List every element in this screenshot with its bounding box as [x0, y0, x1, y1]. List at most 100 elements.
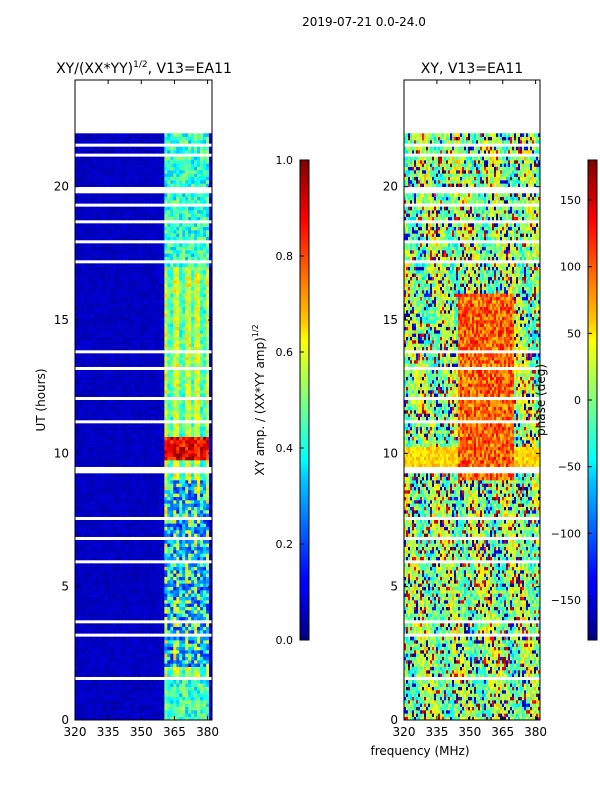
amplitude-cell	[161, 380, 164, 384]
amplitude-cell	[164, 400, 167, 404]
amplitude-cell	[200, 697, 203, 701]
amplitude-cell	[111, 523, 114, 527]
amplitude-cell	[105, 530, 108, 534]
amplitude-cell	[96, 527, 99, 531]
amplitude-cell	[203, 380, 206, 384]
amplitude-cell	[81, 623, 84, 627]
amplitude-cell	[135, 383, 138, 387]
amplitude-cell	[200, 370, 203, 374]
amplitude-cell	[120, 567, 123, 571]
amplitude-cell	[129, 627, 132, 631]
amplitude-cell	[120, 523, 123, 527]
amplitude-cell	[206, 697, 209, 701]
amplitude-cell	[167, 320, 170, 324]
amplitude-cell	[123, 440, 126, 444]
amplitude-cell	[84, 363, 87, 367]
amplitude-cell	[152, 550, 155, 554]
amplitude-cell	[87, 610, 90, 614]
amplitude-cell	[102, 697, 105, 701]
amplitude-cell	[179, 513, 182, 517]
amplitude-cell	[117, 503, 120, 507]
amplitude-cell	[96, 323, 99, 327]
amplitude-cell	[200, 473, 203, 477]
amplitude-cell	[90, 390, 93, 394]
amplitude-cell	[99, 323, 102, 327]
amplitude-cell	[87, 583, 90, 587]
amplitude-cell	[84, 650, 87, 654]
amplitude-cell	[123, 337, 126, 341]
amplitude-cell	[123, 660, 126, 664]
amplitude-cell	[129, 343, 132, 347]
amplitude-cell	[200, 617, 203, 621]
amplitude-cell	[108, 650, 111, 654]
amplitude-cell	[146, 507, 149, 511]
amplitude-cell	[170, 580, 173, 584]
amplitude-cell	[138, 333, 141, 337]
amplitude-cell	[188, 697, 191, 701]
amplitude-cell	[129, 477, 132, 481]
amplitude-cell	[135, 353, 138, 357]
amplitude-cell	[149, 543, 152, 547]
amplitude-cell	[176, 607, 179, 611]
amplitude-cell	[75, 673, 78, 677]
amplitude-cell	[194, 383, 197, 387]
amplitude-cell	[206, 413, 209, 417]
amplitude-cell	[75, 637, 78, 641]
amplitude-cell	[182, 573, 185, 577]
amplitude-cell	[75, 653, 78, 657]
amplitude-cell	[206, 580, 209, 584]
amplitude-cell	[185, 370, 188, 374]
amplitude-cell	[152, 407, 155, 411]
amplitude-cell	[203, 370, 206, 374]
amplitude-cell	[123, 387, 126, 391]
amplitude-cell	[173, 437, 176, 441]
amplitude-cell	[99, 340, 102, 344]
amplitude-cell	[200, 553, 203, 557]
amplitude-cell	[146, 473, 149, 477]
amplitude-cell	[99, 547, 102, 551]
amplitude-cell	[141, 507, 144, 511]
amplitude-cell	[158, 630, 161, 634]
amplitude-cell	[182, 523, 185, 527]
amplitude-cell	[117, 410, 120, 414]
amplitude-cell	[126, 577, 129, 581]
amplitude-cell	[111, 440, 114, 444]
amplitude-cell	[120, 653, 123, 657]
amplitude-cell	[164, 647, 167, 651]
amplitude-cell	[81, 710, 84, 714]
amplitude-cell	[96, 500, 99, 504]
amplitude-cell	[149, 383, 152, 387]
amplitude-cell	[197, 383, 200, 387]
amplitude-cell	[155, 473, 158, 477]
amplitude-cell	[161, 683, 164, 687]
amplitude-cell	[141, 693, 144, 697]
amplitude-cell	[167, 413, 170, 417]
amplitude-cell	[90, 647, 93, 651]
amplitude-cell	[93, 530, 96, 534]
amplitude-cell	[206, 600, 209, 604]
amplitude-cell	[200, 650, 203, 654]
amplitude-cell	[75, 670, 78, 674]
amplitude-cell	[84, 497, 87, 501]
amplitude-cell	[99, 667, 102, 671]
amplitude-cell	[132, 493, 135, 497]
amplitude-cell	[81, 487, 84, 491]
amplitude-cell	[149, 530, 152, 534]
amplitude-cell	[149, 707, 152, 711]
amplitude-cell	[135, 600, 138, 604]
amplitude-cell	[200, 550, 203, 554]
amplitude-cell	[155, 647, 158, 651]
amplitude-cell	[146, 640, 149, 644]
amplitude-cell	[170, 450, 173, 454]
amplitude-cell	[146, 660, 149, 664]
amplitude-cell	[108, 570, 111, 574]
amplitude-cell	[194, 503, 197, 507]
amplitude-cell	[114, 567, 117, 571]
amplitude-cell	[191, 687, 194, 691]
amplitude-cell	[197, 683, 200, 687]
amplitude-cell	[105, 493, 108, 497]
amplitude-cell	[182, 693, 185, 697]
amplitude-cell	[191, 343, 194, 347]
amplitude-cell	[152, 473, 155, 477]
amplitude-cell	[197, 587, 200, 591]
